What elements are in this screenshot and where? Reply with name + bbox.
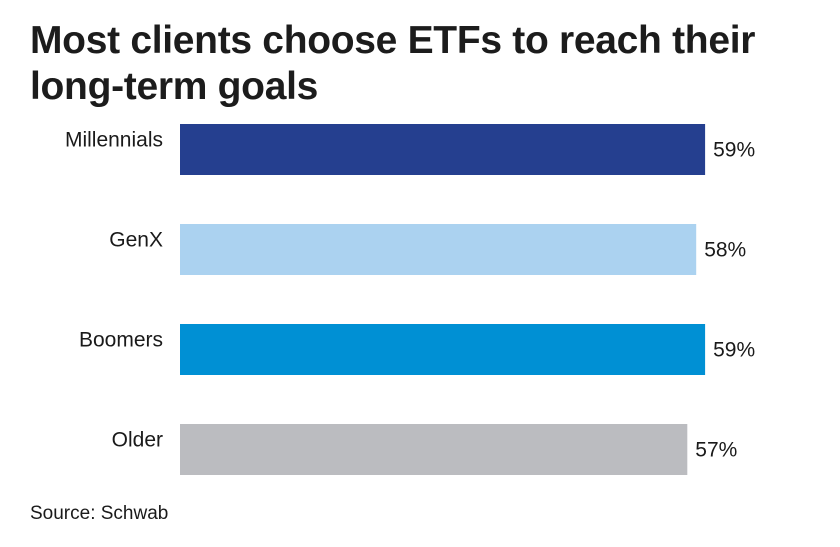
value-labels-group: 59% 58% 59% 57%	[695, 139, 755, 462]
value-label-older: 57%	[695, 439, 737, 462]
value-label-genx: 58%	[704, 239, 746, 262]
category-label-older: Older	[112, 429, 163, 452]
value-label-boomers: 59%	[713, 339, 755, 362]
bar-genx	[180, 224, 697, 275]
category-label-genx: GenX	[109, 229, 163, 252]
category-labels-group: Millennials GenX Boomers Older	[65, 129, 163, 452]
category-label-boomers: Boomers	[79, 329, 163, 352]
value-label-millennials: 59%	[713, 139, 755, 162]
bar-older	[180, 424, 688, 475]
bar-boomers	[180, 324, 706, 375]
category-label-millennials: Millennials	[65, 129, 163, 152]
bar-millennials	[180, 124, 706, 175]
source-note: Source: Schwab	[30, 503, 169, 524]
chart-title: Most clients choose ETFs to reach their …	[30, 19, 756, 108]
bars-group	[180, 124, 706, 475]
